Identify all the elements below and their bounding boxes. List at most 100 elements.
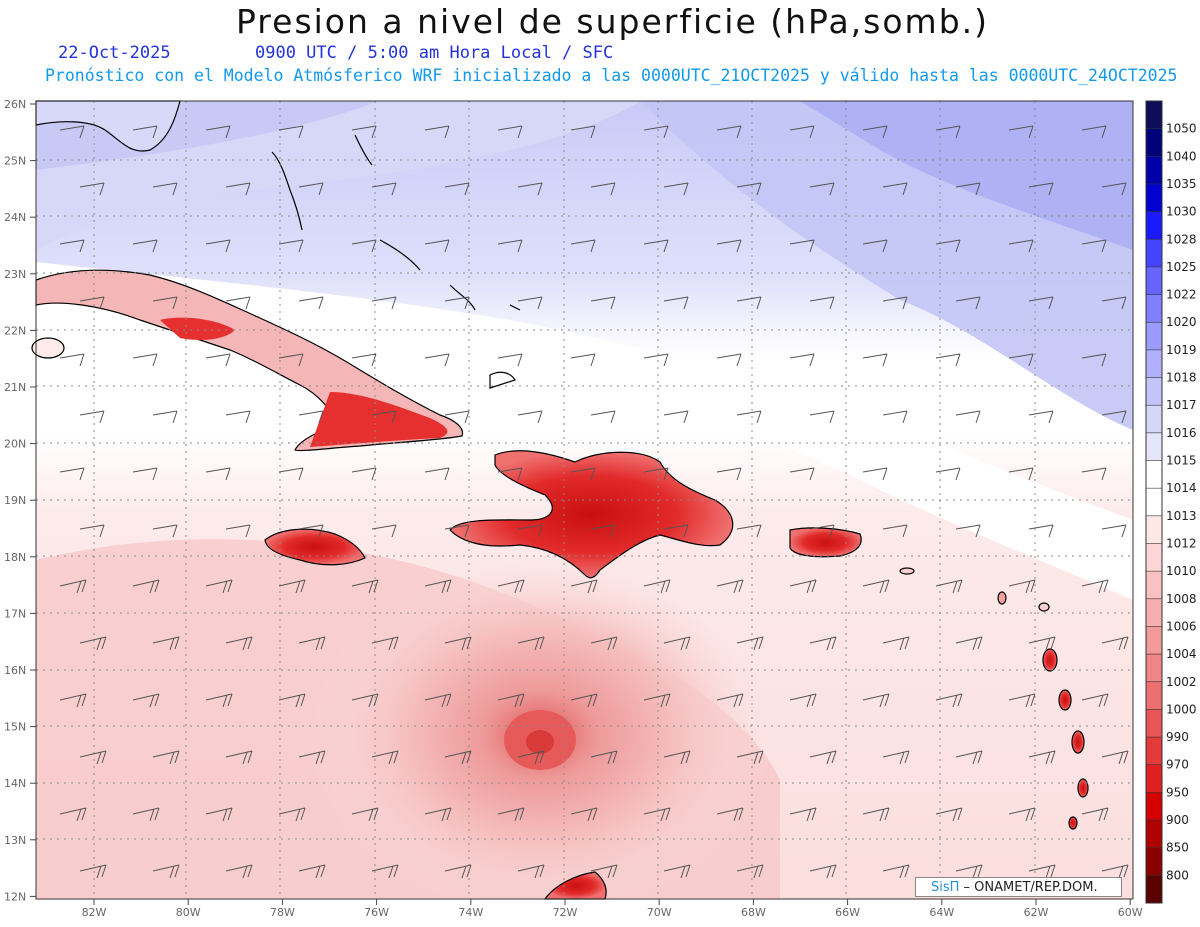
colorbar-label: 1013	[1166, 509, 1197, 523]
wind-barb	[79, 524, 105, 538]
wind-barb	[424, 467, 450, 481]
colorbar-swatch	[1146, 571, 1162, 600]
lat-label: 23N	[4, 268, 26, 281]
colorbar-label: 1028	[1166, 232, 1197, 246]
colorbar-label: 1019	[1166, 343, 1197, 357]
wind-barb	[663, 296, 689, 310]
wind-barb	[590, 296, 616, 310]
lat-lon-grid	[36, 101, 1133, 899]
lon-label: 60W	[1118, 906, 1143, 919]
wind-barb	[205, 125, 231, 139]
colorbar-swatch	[1146, 266, 1162, 296]
wind-barb	[590, 524, 616, 538]
wind-barb	[643, 693, 671, 708]
wind-barb	[590, 750, 618, 765]
wind-barb	[351, 807, 379, 822]
colorbar-label: 1018	[1166, 371, 1197, 385]
colorbar-label: 1016	[1166, 426, 1197, 440]
wind-barb	[1028, 182, 1054, 196]
wind-barb	[882, 864, 910, 879]
wind-barb	[935, 353, 961, 367]
wind-barb	[716, 125, 742, 139]
wind-barb	[497, 353, 523, 367]
wind-barb	[79, 410, 105, 424]
wind-barb	[278, 239, 304, 253]
wind-barb	[570, 353, 596, 367]
wind-barb	[152, 182, 178, 196]
wind-barb	[935, 693, 963, 708]
wind-barb	[809, 410, 835, 424]
wind-barb	[1008, 239, 1034, 253]
lat-label: 16N	[4, 664, 26, 677]
wind-barb	[1008, 353, 1034, 367]
wind-barb	[663, 636, 691, 651]
wind-barb	[736, 524, 762, 538]
wind-barb	[789, 239, 815, 253]
colorbar-label: 1050	[1166, 122, 1197, 136]
wind-barb	[497, 693, 525, 708]
wind-barb	[809, 296, 835, 310]
wind-barb	[809, 636, 837, 651]
wind-barb	[424, 125, 450, 139]
wind-barb	[444, 750, 472, 765]
wind-barb	[789, 467, 815, 481]
model-info: Pronóstico con el Modelo Atmósferico WRF…	[45, 66, 1178, 85]
wind-barb	[225, 524, 251, 538]
wind-barb	[278, 125, 304, 139]
wind-barb	[351, 353, 377, 367]
colorbar-swatch	[1146, 432, 1162, 462]
wind-barb	[1101, 864, 1129, 879]
wind-barb	[517, 182, 543, 196]
wind-barb	[205, 807, 233, 822]
lat-label: 15N	[4, 721, 26, 734]
wind-barb	[1008, 579, 1036, 594]
longitude-labels: 82W 80W 78W 76W 74W 72W 70W 68W 66W 64W 62W 60W	[82, 899, 1143, 919]
colorbar-label: 900	[1166, 813, 1189, 827]
wind-barb	[371, 636, 399, 651]
wind-barb	[643, 467, 669, 481]
wind-barb	[882, 182, 908, 196]
wind-barb	[59, 579, 87, 594]
wind-barb	[1028, 410, 1054, 424]
wind-barb	[225, 296, 251, 310]
wind-barb	[424, 353, 450, 367]
colorbar-swatch	[1146, 488, 1162, 517]
wind-barb	[132, 239, 158, 253]
wind-barb	[444, 410, 470, 424]
wind-barb	[225, 182, 251, 196]
wind-barb	[205, 239, 231, 253]
wind-barb	[424, 239, 450, 253]
colorbar-label: 970	[1166, 758, 1189, 772]
lon-label: 78W	[270, 906, 295, 919]
wind-barb	[298, 636, 326, 651]
wind-barb	[278, 353, 304, 367]
wind-barb	[1101, 524, 1127, 538]
wind-barb	[444, 864, 472, 879]
lat-label: 26N	[4, 98, 26, 111]
wind-barb	[424, 807, 452, 822]
lat-label: 14N	[4, 777, 26, 790]
wind-barb	[862, 353, 888, 367]
wind-barb	[1081, 239, 1107, 253]
colorbar-label: 850	[1166, 841, 1189, 855]
colorbar-swatch	[1146, 101, 1162, 130]
colorbar-label: 1022	[1166, 288, 1197, 302]
wind-barb	[371, 750, 399, 765]
wind-barb	[570, 467, 596, 481]
lat-label: 25N	[4, 155, 26, 168]
wind-barb	[862, 467, 888, 481]
wind-barb	[371, 524, 397, 538]
wind-barb	[59, 125, 85, 139]
lat-label: 18N	[4, 551, 26, 564]
lon-label: 64W	[929, 906, 954, 919]
wind-barb	[351, 239, 377, 253]
wind-barb	[424, 693, 452, 708]
wind-barb	[955, 864, 983, 879]
wind-barb	[371, 864, 399, 879]
wind-barb	[809, 864, 837, 879]
wind-barb	[809, 524, 835, 538]
wind-barb	[132, 807, 160, 822]
wind-barb	[517, 524, 543, 538]
wind-barb	[663, 410, 689, 424]
wind-barb	[1081, 579, 1109, 594]
